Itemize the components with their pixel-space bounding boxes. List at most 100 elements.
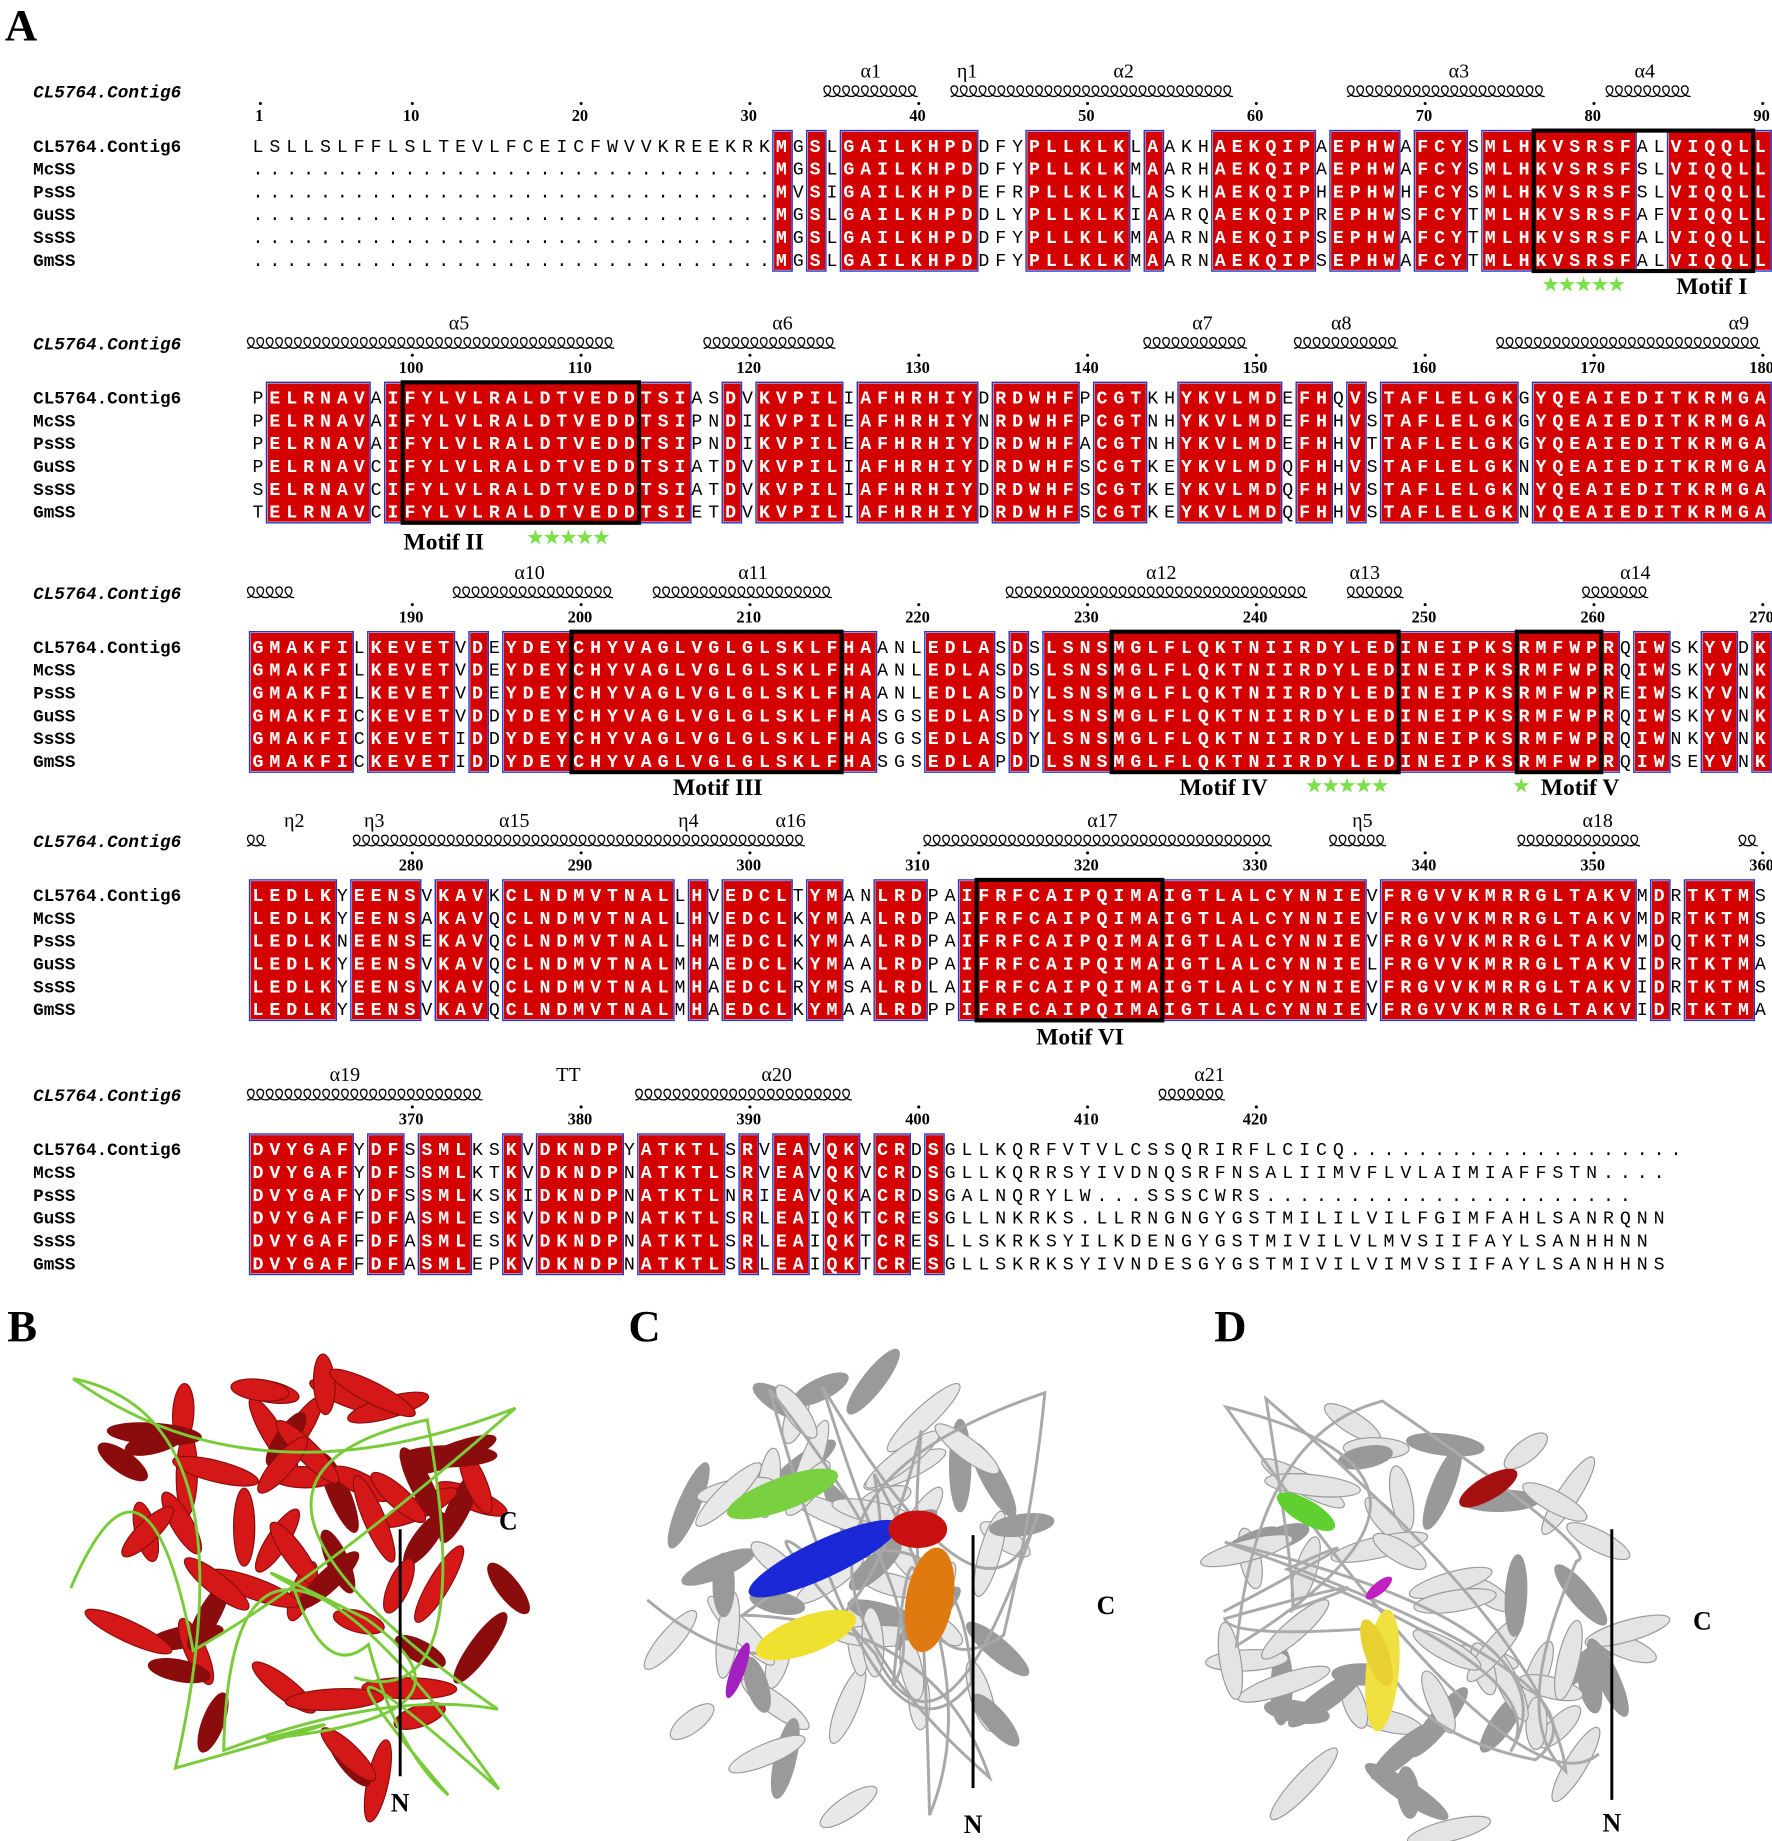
ss-label: α10 — [514, 562, 544, 584]
ss-label: α20 — [761, 1064, 791, 1086]
ruler-number: 200 — [568, 607, 593, 626]
star — [1306, 777, 1323, 793]
helix — [1346, 85, 1545, 98]
ruler-number: 210 — [736, 607, 761, 626]
conserved-column — [689, 632, 707, 771]
conserved-column — [1516, 632, 1535, 771]
ruler-dot — [579, 1105, 583, 1109]
conserved-column — [554, 881, 572, 1020]
conserved-column — [1415, 131, 1433, 270]
conserved-column — [1634, 383, 1653, 522]
ruler-dot — [579, 101, 583, 106]
helix — [652, 586, 832, 599]
ss-title: CL5764.Contig6 — [33, 1087, 181, 1107]
conserved-column — [892, 131, 910, 270]
coil — [1222, 1394, 1600, 1776]
conserved-column — [571, 1135, 589, 1274]
conserved-column — [1263, 881, 1281, 1020]
ruler-dot — [1761, 603, 1765, 607]
conserved-column — [858, 131, 876, 270]
conserved-column — [1533, 881, 1551, 1020]
conserved-frame — [805, 879, 844, 1022]
sequence-name: PsSS — [33, 183, 76, 203]
conserved-column — [1297, 131, 1315, 270]
conserved-column — [1449, 632, 1467, 771]
coil — [69, 1377, 517, 1797]
conserved-column — [622, 383, 640, 522]
conserved-frame — [1177, 381, 1283, 524]
helix — [1738, 834, 1758, 847]
conserved-column — [790, 632, 809, 771]
helix — [1496, 336, 1761, 349]
conserved-column — [672, 632, 691, 771]
ruler-number: 230 — [1074, 607, 1099, 626]
conserved-column — [436, 881, 454, 1020]
conserved-column — [1516, 131, 1535, 270]
ruler-number: 120 — [736, 358, 761, 377]
star — [1513, 777, 1530, 793]
conserved-column — [1415, 383, 1433, 522]
conserved-column — [1212, 632, 1231, 771]
motif-label: Motif I — [1676, 274, 1747, 300]
conserved-frame — [721, 879, 793, 1022]
conserved-column — [1179, 881, 1197, 1020]
conserved-column — [723, 881, 741, 1020]
ruler-number: 360 — [1749, 856, 1772, 875]
helix-ribbon — [230, 1378, 290, 1402]
conserved-column — [250, 1135, 269, 1274]
conserved-column — [841, 632, 859, 771]
ruler-number: 280 — [399, 856, 424, 875]
conserved-column — [909, 383, 927, 522]
conserved-column — [723, 383, 741, 522]
conserved-column — [1601, 881, 1619, 1020]
ruler-number: 90 — [1753, 106, 1769, 125]
ruler-number: 150 — [1243, 358, 1268, 377]
conserved-frame — [265, 381, 371, 524]
conserved-column — [1229, 881, 1248, 1020]
helix — [1143, 336, 1248, 349]
conserved-column — [1010, 632, 1028, 771]
conserved-column — [858, 383, 876, 522]
conserved-column — [807, 881, 826, 1020]
conserved-column — [824, 383, 842, 522]
highlight — [1365, 1576, 1393, 1600]
ss-title: CL5764.Contig6 — [33, 335, 181, 355]
helix-ribbon — [819, 1785, 878, 1829]
conserved-frame — [1025, 129, 1131, 272]
conserved-column — [537, 383, 555, 522]
conserved-column — [1753, 632, 1771, 771]
helix-ribbon — [1584, 1614, 1671, 1648]
sequence-name: GuSS — [33, 956, 76, 976]
ruler-number: 300 — [736, 856, 761, 875]
conserved-column — [1128, 632, 1146, 771]
conserved-column — [1263, 131, 1281, 270]
ruler-number: 340 — [1412, 856, 1437, 875]
conserved-column — [706, 1135, 724, 1274]
conserved-column — [1263, 383, 1281, 522]
conserved-column — [571, 383, 589, 522]
conserved-column — [1719, 383, 1737, 522]
helix-ribbon — [329, 1368, 416, 1418]
sequence-name: GmSS — [33, 1001, 76, 1021]
conserved-column — [605, 632, 623, 771]
conserved-frame — [1379, 381, 1519, 524]
conserved-column — [1449, 131, 1467, 270]
star — [527, 529, 544, 545]
ss-label: α15 — [499, 810, 529, 832]
conserved-frame — [1092, 381, 1148, 524]
conserved-column — [959, 383, 977, 522]
helix-ribbon — [828, 1666, 867, 1744]
ruler-number: 270 — [1749, 607, 1772, 626]
conserved-column — [1719, 131, 1737, 270]
conserved-column — [1685, 131, 1703, 270]
sequence-name: GmSS — [33, 504, 76, 524]
ruler-dot — [1423, 353, 1427, 357]
conserved-column — [942, 383, 961, 522]
